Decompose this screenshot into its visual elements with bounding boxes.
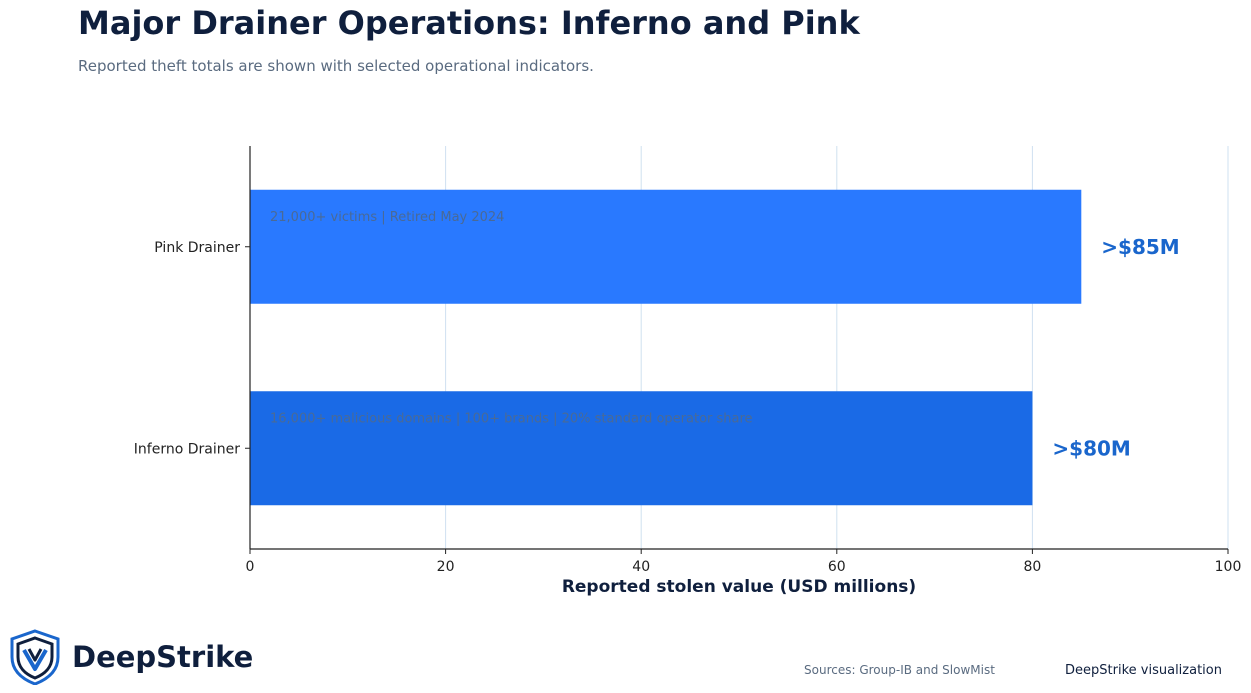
x-tick-label: 100 bbox=[1215, 559, 1242, 575]
bar bbox=[250, 189, 1082, 304]
bar-value-label: >$80M bbox=[1052, 436, 1130, 460]
visualization-credit: DeepStrike visualization bbox=[1065, 663, 1222, 678]
bar-chart: 0 20 40 60 80 100 21,000+ victims | Retired Ma… bbox=[134, 146, 1242, 597]
page-subtitle: Reported theft totals are shown with sel… bbox=[78, 57, 594, 75]
brand-logo: DeepStrike bbox=[8, 628, 253, 686]
x-tick-label: 80 bbox=[1023, 559, 1041, 575]
x-tick-label: 20 bbox=[437, 559, 455, 575]
sources-note: Sources: Group-IB and SlowMist bbox=[804, 663, 995, 677]
shield-icon bbox=[10, 629, 60, 685]
x-tick-label: 0 bbox=[246, 559, 255, 575]
y-tick-label: Pink Drainer bbox=[154, 240, 240, 256]
bar-annotation: 21,000+ victims | Retired May 2024 bbox=[270, 210, 504, 225]
x-tick-label: 40 bbox=[632, 559, 650, 575]
y-tick-label: Inferno Drainer bbox=[134, 441, 240, 457]
bar-value-label: >$85M bbox=[1101, 235, 1179, 259]
page-title: Major Drainer Operations: Inferno and Pi… bbox=[78, 4, 860, 42]
bar-annotation: 16,000+ malicious domains | 100+ brands … bbox=[270, 411, 753, 426]
brand-name: DeepStrike bbox=[72, 640, 254, 674]
x-tick-label: 60 bbox=[828, 559, 846, 575]
bar bbox=[250, 391, 1033, 506]
x-axis-label: Reported stolen value (USD millions) bbox=[562, 577, 916, 597]
